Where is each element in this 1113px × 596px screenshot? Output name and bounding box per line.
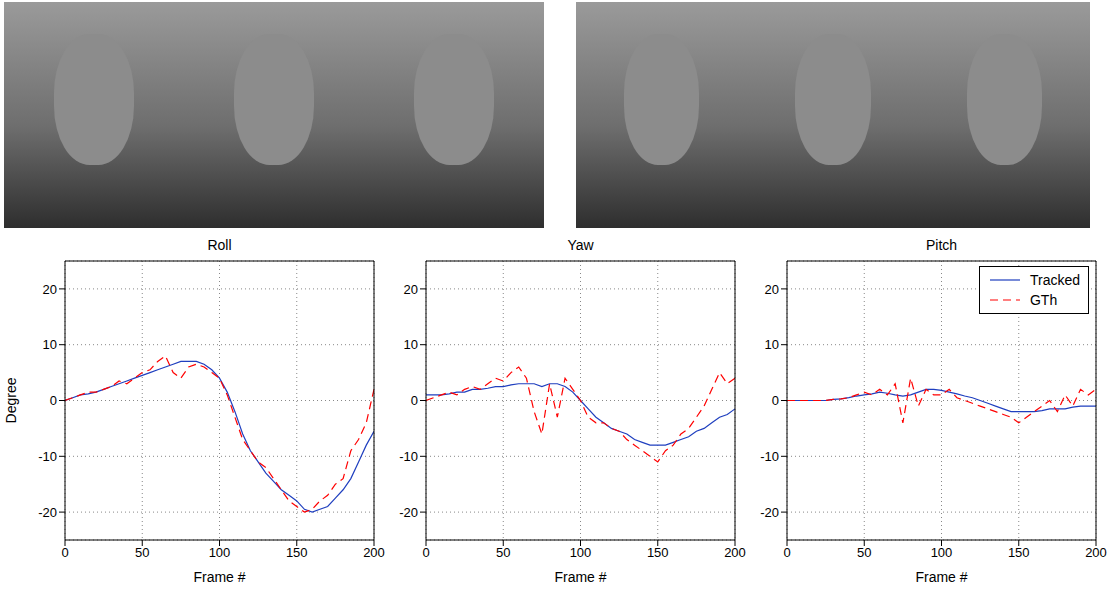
svg-text:150: 150 [647,545,669,560]
svg-text:0: 0 [61,545,68,560]
svg-text:200: 200 [724,545,746,560]
svg-text:Frame #: Frame # [193,569,245,585]
svg-text:100: 100 [931,545,953,560]
svg-text:-20: -20 [760,505,779,520]
svg-text:Frame #: Frame # [915,569,967,585]
svg-text:20: 20 [43,282,57,297]
html-text:GTh: GTh [1029,292,1058,308]
svg-text:50: 50 [857,545,871,560]
html-text:Yaw: Yaw [567,237,594,253]
svg-text:-10: -10 [760,449,779,464]
svg-text:20: 20 [404,282,418,297]
svg-text:100: 100 [209,545,231,560]
svg-text:-20: -20 [399,505,418,520]
svg-text:150: 150 [1008,545,1030,560]
html-text:Pitch: Pitch [925,237,958,253]
svg-text:0: 0 [50,393,57,408]
svg-text:0: 0 [783,545,790,560]
svg-text:-10: -10 [38,449,57,464]
html-text:Tracked: Tracked [1029,272,1080,288]
svg-text:Degree: Degree [4,377,19,423]
svg-text:-10: -10 [399,449,418,464]
svg-text:-20: -20 [38,505,57,520]
svg-text:50: 50 [496,545,510,560]
svg-text:Frame #: Frame # [554,569,606,585]
svg-text:0: 0 [772,393,779,408]
svg-text:50: 50 [135,545,149,560]
svg-text:10: 10 [765,337,779,352]
svg-text:200: 200 [1085,545,1107,560]
svg-text:20: 20 [765,282,779,297]
html-text:Roll: Roll [207,237,232,253]
svg-text:150: 150 [286,545,308,560]
svg-text:10: 10 [404,337,418,352]
svg-text:0: 0 [411,393,418,408]
svg-text:10: 10 [43,337,57,352]
svg-text:0: 0 [422,545,429,560]
svg-text:200: 200 [363,545,385,560]
svg-text:100: 100 [570,545,592,560]
